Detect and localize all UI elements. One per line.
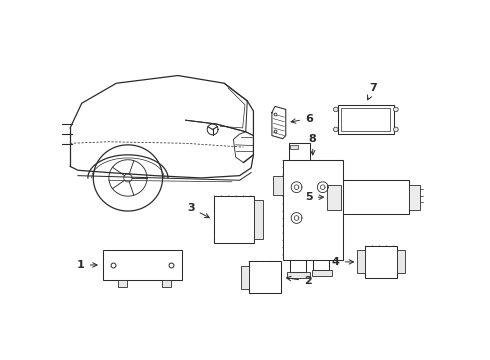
Text: 4: 4 [332, 257, 353, 267]
Text: 3: 3 [187, 203, 209, 218]
Bar [338, 105, 393, 134]
Text: 8: 8 [309, 134, 317, 155]
Text: 5: 5 [305, 192, 323, 202]
Text: 2: 2 [287, 276, 312, 286]
Bar [397, 250, 405, 274]
Bar [254, 200, 264, 239]
Text: 7: 7 [368, 83, 377, 100]
Circle shape [334, 107, 338, 112]
Bar [409, 185, 420, 210]
Bar [327, 185, 341, 210]
Bar [162, 280, 171, 287]
Bar [241, 266, 249, 289]
Bar [289, 143, 311, 160]
Bar [249, 261, 281, 293]
Bar [102, 249, 182, 280]
Bar [291, 145, 298, 149]
Circle shape [393, 127, 398, 132]
Bar [118, 280, 127, 287]
Bar [287, 272, 310, 278]
Bar [283, 160, 343, 260]
Circle shape [393, 107, 398, 112]
Circle shape [334, 127, 338, 132]
Bar [312, 270, 332, 276]
Bar [357, 250, 365, 274]
Bar [341, 180, 409, 214]
Bar [214, 195, 254, 243]
Bar [273, 176, 283, 195]
Bar [341, 108, 391, 131]
Text: 6: 6 [291, 114, 313, 123]
Text: 1: 1 [77, 260, 97, 270]
Bar [365, 246, 397, 278]
